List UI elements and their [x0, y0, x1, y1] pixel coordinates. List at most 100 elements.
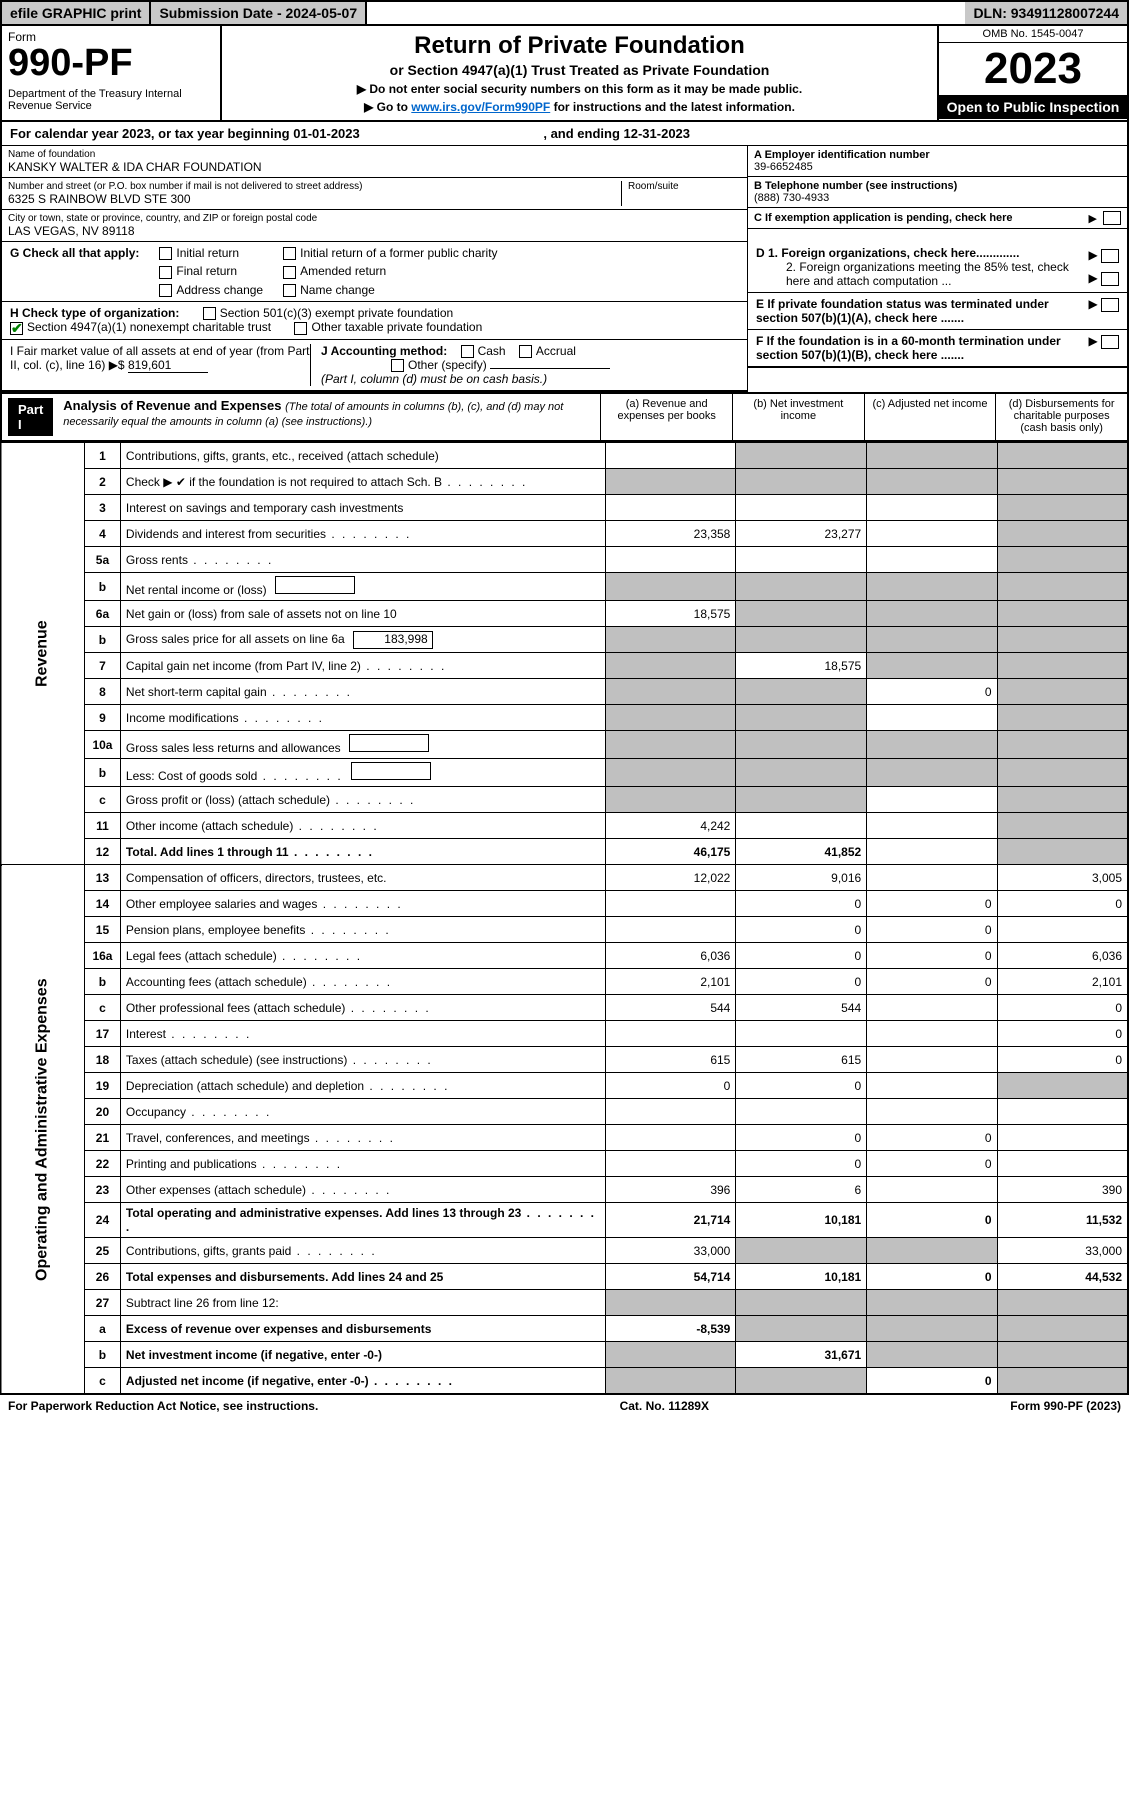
amt-cell: 11,532 [997, 1203, 1128, 1238]
amt-cell: 615 [605, 1047, 736, 1073]
table-row: 3Interest on savings and temporary cash … [1, 495, 1128, 521]
amt-cell [997, 839, 1128, 865]
inline-box: 183,998 [353, 631, 433, 649]
line-num: 22 [85, 1151, 121, 1177]
h-501c3[interactable]: Section 501(c)(3) exempt private foundat… [203, 306, 453, 320]
amt-cell [736, 601, 867, 627]
line-num: 17 [85, 1021, 121, 1047]
amt-cell: 0 [997, 995, 1128, 1021]
amt-cell: 3,005 [997, 865, 1128, 891]
amt-cell [867, 1290, 997, 1316]
c-checkbox[interactable] [1103, 211, 1121, 225]
j-accrual[interactable]: Accrual [519, 344, 576, 358]
dln: DLN: 93491128007244 [965, 2, 1127, 24]
irs-link[interactable]: www.irs.gov/Form990PF [411, 100, 550, 114]
line-num: 11 [85, 813, 121, 839]
amt-cell: 46,175 [605, 839, 736, 865]
amt-cell [867, 1342, 997, 1368]
amt-cell [736, 627, 867, 653]
amt-cell [997, 787, 1128, 813]
line-num: 23 [85, 1177, 121, 1203]
phone-cell: B Telephone number (see instructions) (8… [748, 177, 1127, 208]
form-subtitle: or Section 4947(a)(1) Trust Treated as P… [228, 62, 931, 78]
amt-cell [867, 443, 997, 469]
amt-cell [736, 443, 867, 469]
col-a-header: (a) Revenue and expenses per books [600, 394, 732, 440]
amt-cell: 0 [736, 1073, 867, 1099]
city-value: LAS VEGAS, NV 89118 [8, 224, 741, 238]
g-initial[interactable]: Initial return [159, 246, 263, 260]
line-desc: Dividends and interest from securities [120, 521, 605, 547]
year-end: 12-31-2023 [624, 126, 691, 141]
amt-cell [867, 521, 997, 547]
amt-cell: 2,101 [605, 969, 736, 995]
e-checkbox[interactable] [1101, 298, 1119, 312]
year-begin: 01-01-2023 [293, 126, 360, 141]
g-address-change[interactable]: Address change [159, 283, 263, 297]
open-public-badge: Open to Public Inspection [939, 95, 1127, 119]
f-checkbox[interactable] [1101, 335, 1119, 349]
h-4947[interactable]: Section 4947(a)(1) nonexempt charitable … [10, 320, 271, 334]
j-other[interactable]: Other (specify) [391, 358, 487, 372]
line-num: c [85, 995, 121, 1021]
amt-cell [997, 731, 1128, 759]
amt-cell [867, 813, 997, 839]
table-row: 17Interest0 [1, 1021, 1128, 1047]
amt-cell: 23,358 [605, 521, 736, 547]
line-desc: Pension plans, employee benefits [120, 917, 605, 943]
line-num: 15 [85, 917, 121, 943]
d1-checkbox[interactable] [1101, 249, 1119, 263]
line-num: 13 [85, 865, 121, 891]
line-num: b [85, 1342, 121, 1368]
amt-cell [605, 469, 736, 495]
amt-cell [605, 1151, 736, 1177]
address-cell: Number and street (or P.O. box number if… [2, 178, 747, 210]
col-b-header: (b) Net investment income [732, 394, 864, 440]
amt-cell: 0 [997, 1047, 1128, 1073]
line-desc: Printing and publications [120, 1151, 605, 1177]
line-num: b [85, 627, 121, 653]
amt-cell [736, 787, 867, 813]
h-other-taxable[interactable]: Other taxable private foundation [294, 320, 482, 334]
line-num: 19 [85, 1073, 121, 1099]
g-amended[interactable]: Amended return [283, 264, 497, 278]
form-number: 990-PF [8, 44, 214, 82]
j-cash[interactable]: Cash [461, 344, 506, 358]
ein-value: 39-6652485 [754, 161, 1121, 173]
g-final[interactable]: Final return [159, 264, 263, 278]
street-address: 6325 S RAINBOW BLVD STE 300 [8, 192, 621, 206]
line-desc: Gross sales less returns and allowances [120, 731, 605, 759]
line-desc: Excess of revenue over expenses and disb… [120, 1316, 605, 1342]
amt-cell: 18,575 [605, 601, 736, 627]
amt-cell [605, 443, 736, 469]
table-row: bNet investment income (if negative, ent… [1, 1342, 1128, 1368]
line-desc: Other employee salaries and wages [120, 891, 605, 917]
amt-cell [997, 495, 1128, 521]
table-row: 25Contributions, gifts, grants paid33,00… [1, 1238, 1128, 1264]
directive-1: ▶ Do not enter social security numbers o… [228, 82, 931, 96]
d2-checkbox[interactable] [1101, 272, 1119, 286]
line-num: 16a [85, 943, 121, 969]
line-num: 9 [85, 705, 121, 731]
c-cell: C If exemption application is pending, c… [748, 208, 1127, 229]
line-num: 18 [85, 1047, 121, 1073]
amt-cell: 544 [736, 995, 867, 1021]
g-initial-former[interactable]: Initial return of a former public charit… [283, 246, 497, 260]
amt-cell: 41,852 [736, 839, 867, 865]
amt-cell [867, 469, 997, 495]
line-desc: Subtract line 26 from line 12: [120, 1290, 605, 1316]
g-name-change[interactable]: Name change [283, 283, 497, 297]
line-desc: Occupancy [120, 1099, 605, 1125]
form-title: Return of Private Foundation [228, 32, 931, 60]
d1-label: D 1. Foreign organizations, check here..… [756, 246, 1088, 260]
i-value: 819,601 [128, 358, 208, 373]
line-desc: Net rental income or (loss) [120, 573, 605, 601]
table-row: cOther professional fees (attach schedul… [1, 995, 1128, 1021]
amt-cell [605, 1125, 736, 1151]
amt-cell: 2,101 [997, 969, 1128, 995]
j-label: J Accounting method: [321, 344, 447, 358]
line-desc: Interest [120, 1021, 605, 1047]
tax-year: 2023 [939, 43, 1127, 95]
line-desc: Net gain or (loss) from sale of assets n… [120, 601, 605, 627]
table-row: bLess: Cost of goods sold [1, 759, 1128, 787]
